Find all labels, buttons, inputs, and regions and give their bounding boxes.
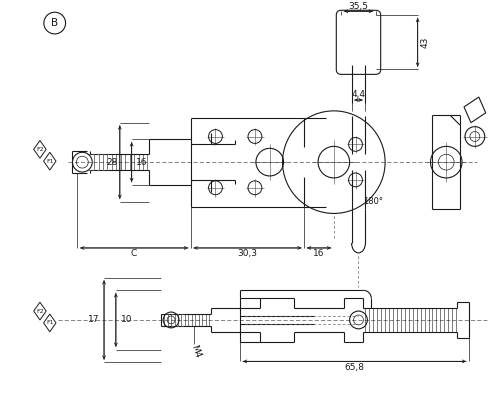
Text: 180°: 180° (364, 197, 384, 206)
Text: 35,5: 35,5 (348, 2, 368, 11)
Text: 43: 43 (420, 37, 429, 48)
Text: 4,4: 4,4 (352, 90, 366, 98)
Text: 16: 16 (314, 249, 325, 259)
Text: F1: F1 (46, 320, 54, 325)
Text: 16: 16 (136, 158, 147, 167)
Text: F1: F1 (46, 158, 54, 163)
Text: C: C (131, 249, 137, 259)
Text: 17: 17 (88, 315, 100, 324)
Text: F2: F2 (36, 147, 44, 152)
Text: M4: M4 (189, 344, 202, 359)
Text: 10: 10 (121, 315, 132, 324)
Text: B: B (51, 18, 59, 28)
Text: 65,8: 65,8 (344, 363, 364, 372)
Text: 28: 28 (106, 158, 118, 167)
Text: 30,3: 30,3 (238, 249, 258, 259)
Text: F2: F2 (36, 309, 44, 314)
